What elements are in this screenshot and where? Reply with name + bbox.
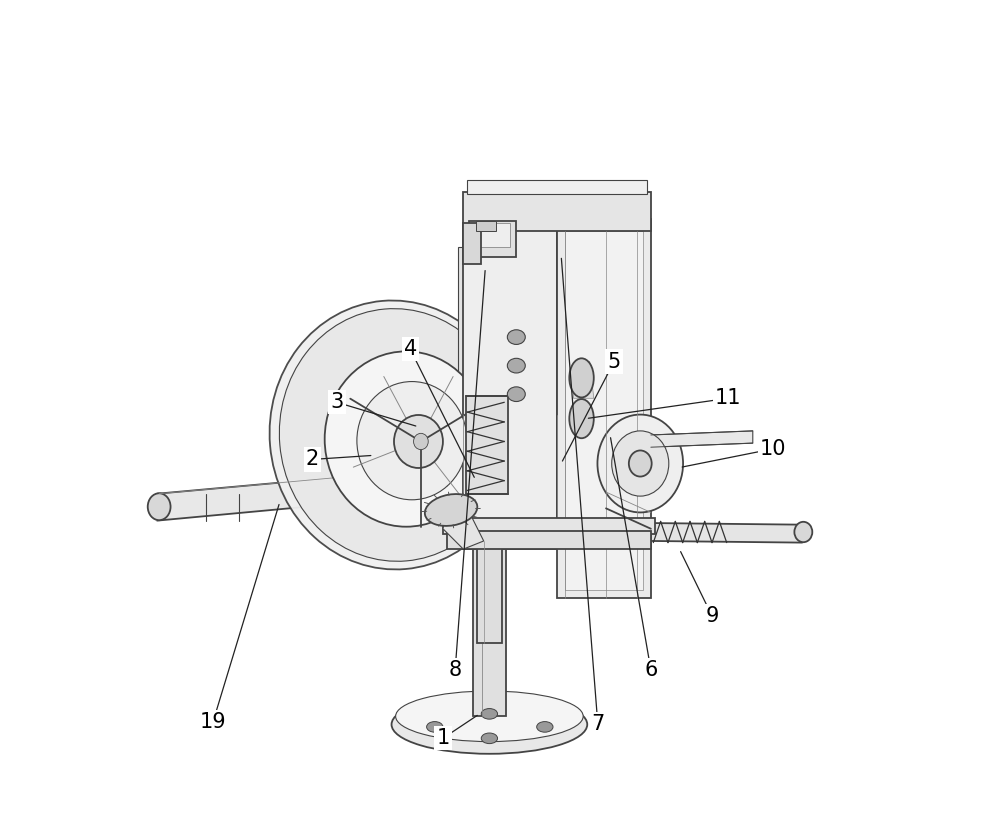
Text: 3: 3 — [330, 392, 344, 412]
Text: 6: 6 — [644, 660, 658, 680]
Ellipse shape — [597, 415, 683, 512]
Ellipse shape — [629, 451, 652, 476]
Ellipse shape — [537, 722, 553, 732]
Ellipse shape — [569, 358, 594, 397]
Bar — [476, 222, 496, 231]
Text: 4: 4 — [404, 339, 417, 360]
Ellipse shape — [425, 494, 477, 526]
Text: 11: 11 — [715, 388, 742, 408]
Ellipse shape — [279, 309, 512, 562]
Bar — [565, 231, 643, 590]
Bar — [463, 223, 481, 264]
Text: 7: 7 — [591, 714, 604, 735]
Bar — [467, 180, 647, 195]
Bar — [466, 396, 508, 493]
Ellipse shape — [396, 691, 583, 741]
Ellipse shape — [148, 493, 171, 521]
Bar — [443, 518, 655, 534]
Ellipse shape — [569, 399, 594, 438]
Ellipse shape — [394, 415, 443, 468]
Bar — [463, 223, 557, 549]
Polygon shape — [443, 508, 484, 549]
Ellipse shape — [392, 695, 587, 754]
Ellipse shape — [325, 351, 488, 527]
Text: 19: 19 — [200, 712, 226, 732]
Text: 1: 1 — [436, 728, 450, 748]
Text: 9: 9 — [705, 606, 719, 626]
Bar — [469, 221, 516, 257]
Bar — [458, 247, 474, 541]
Bar — [474, 223, 510, 247]
Bar — [477, 541, 502, 643]
Polygon shape — [651, 431, 753, 447]
Ellipse shape — [481, 733, 498, 744]
Ellipse shape — [427, 722, 443, 732]
Ellipse shape — [357, 382, 467, 500]
Text: 8: 8 — [449, 660, 462, 680]
Ellipse shape — [481, 709, 498, 719]
Ellipse shape — [414, 433, 428, 450]
Ellipse shape — [507, 330, 525, 345]
Bar — [557, 219, 651, 598]
Ellipse shape — [612, 431, 669, 496]
Text: 10: 10 — [760, 439, 786, 459]
Ellipse shape — [507, 387, 525, 401]
Polygon shape — [651, 523, 802, 543]
Bar — [463, 192, 651, 231]
Ellipse shape — [794, 522, 812, 542]
Ellipse shape — [507, 358, 525, 373]
Text: 5: 5 — [608, 351, 621, 372]
Polygon shape — [573, 361, 594, 398]
Bar — [447, 531, 651, 549]
Polygon shape — [158, 468, 447, 521]
Bar — [473, 541, 506, 716]
Text: 2: 2 — [306, 449, 319, 470]
Ellipse shape — [270, 300, 518, 570]
